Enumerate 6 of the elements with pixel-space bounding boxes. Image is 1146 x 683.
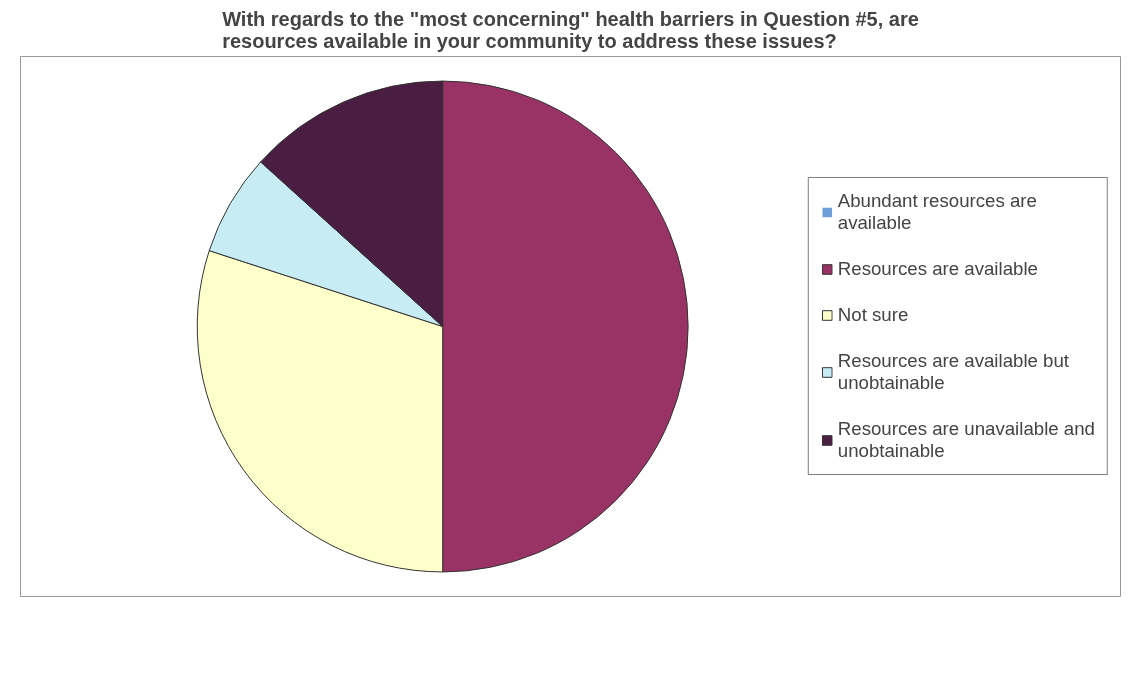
- legend-label: Resources are unavailable and unobtainable: [837, 418, 1095, 462]
- legend-label: Abundant resources are available: [837, 190, 1037, 234]
- legend-label: Not sure: [837, 304, 909, 326]
- legend-label: Resources are available: [837, 258, 1038, 280]
- chart-title: With regards to the "most concerning" health barriers in Question #5, are resources available in your community to address these issues?: [222, 7, 919, 52]
- legend-label: Resources are available but unobtainable: [837, 350, 1070, 394]
